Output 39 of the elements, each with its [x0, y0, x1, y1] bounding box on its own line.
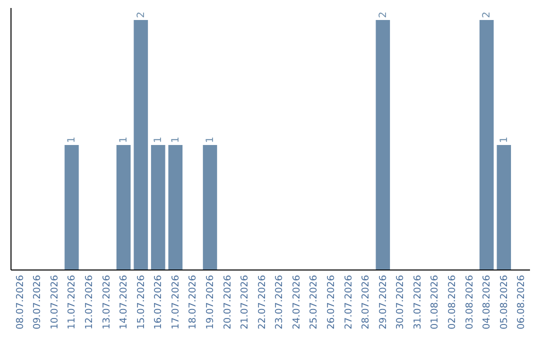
data-label: 1 — [118, 136, 130, 143]
x-tick-label: 21.07.2026 — [240, 275, 251, 330]
data-label: 1 — [498, 136, 510, 143]
x-tick-label: 24.07.2026 — [291, 275, 302, 330]
x-tick-label: 16.07.2026 — [153, 275, 164, 330]
data-label: 2 — [378, 12, 389, 18]
data-label: 2 — [136, 12, 147, 18]
x-tick-label: 03.08.2026 — [464, 275, 476, 330]
data-label: 1 — [153, 136, 164, 143]
x-tick-label: 02.08.2026 — [447, 275, 458, 330]
x-tick-label: 28.07.2026 — [360, 275, 372, 330]
data-label: 1 — [170, 136, 182, 143]
x-tick-label: 25.07.2026 — [308, 275, 320, 330]
x-tick-label: 06.08.2026 — [516, 275, 528, 330]
x-tick-label: 22.07.2026 — [256, 275, 268, 330]
data-label: 1 — [204, 136, 216, 143]
x-tick-label: 20.07.2026 — [222, 275, 234, 330]
x-tick-label: 31.07.2026 — [412, 275, 424, 330]
x-tick-label: 05.08.2026 — [498, 275, 510, 330]
x-tick-label: 09.07.2026 — [32, 275, 44, 330]
x-tick-label: 18.07.2026 — [188, 275, 199, 330]
x-tick-label: 12.07.2026 — [84, 275, 95, 330]
x-tick-label: 30.07.2026 — [395, 275, 406, 330]
x-tick-label: 15.07.2026 — [136, 275, 147, 330]
x-tick-label: 23.07.2026 — [274, 275, 286, 330]
x-tick-label: 17.07.2026 — [170, 275, 182, 330]
x-tick-label: 26.07.2026 — [326, 275, 338, 330]
x-tick-label: 04.08.2026 — [482, 275, 493, 330]
data-label: 2 — [482, 12, 493, 18]
x-tick-label: 08.07.2026 — [14, 275, 26, 330]
x-tick-label: 11.07.2026 — [66, 275, 78, 330]
x-tick-label: 14.07.2026 — [118, 275, 130, 330]
data-label: 1 — [66, 136, 78, 143]
x-tick-label: 13.07.2026 — [101, 275, 112, 330]
x-tick-label: 27.07.2026 — [343, 275, 354, 330]
x-tick-label: 10.07.2026 — [49, 275, 60, 330]
x-tick-label: 19.07.2026 — [204, 275, 216, 330]
x-tick-label: 29.07.2026 — [378, 275, 389, 330]
x-tick-label: 01.08.2026 — [430, 275, 441, 330]
